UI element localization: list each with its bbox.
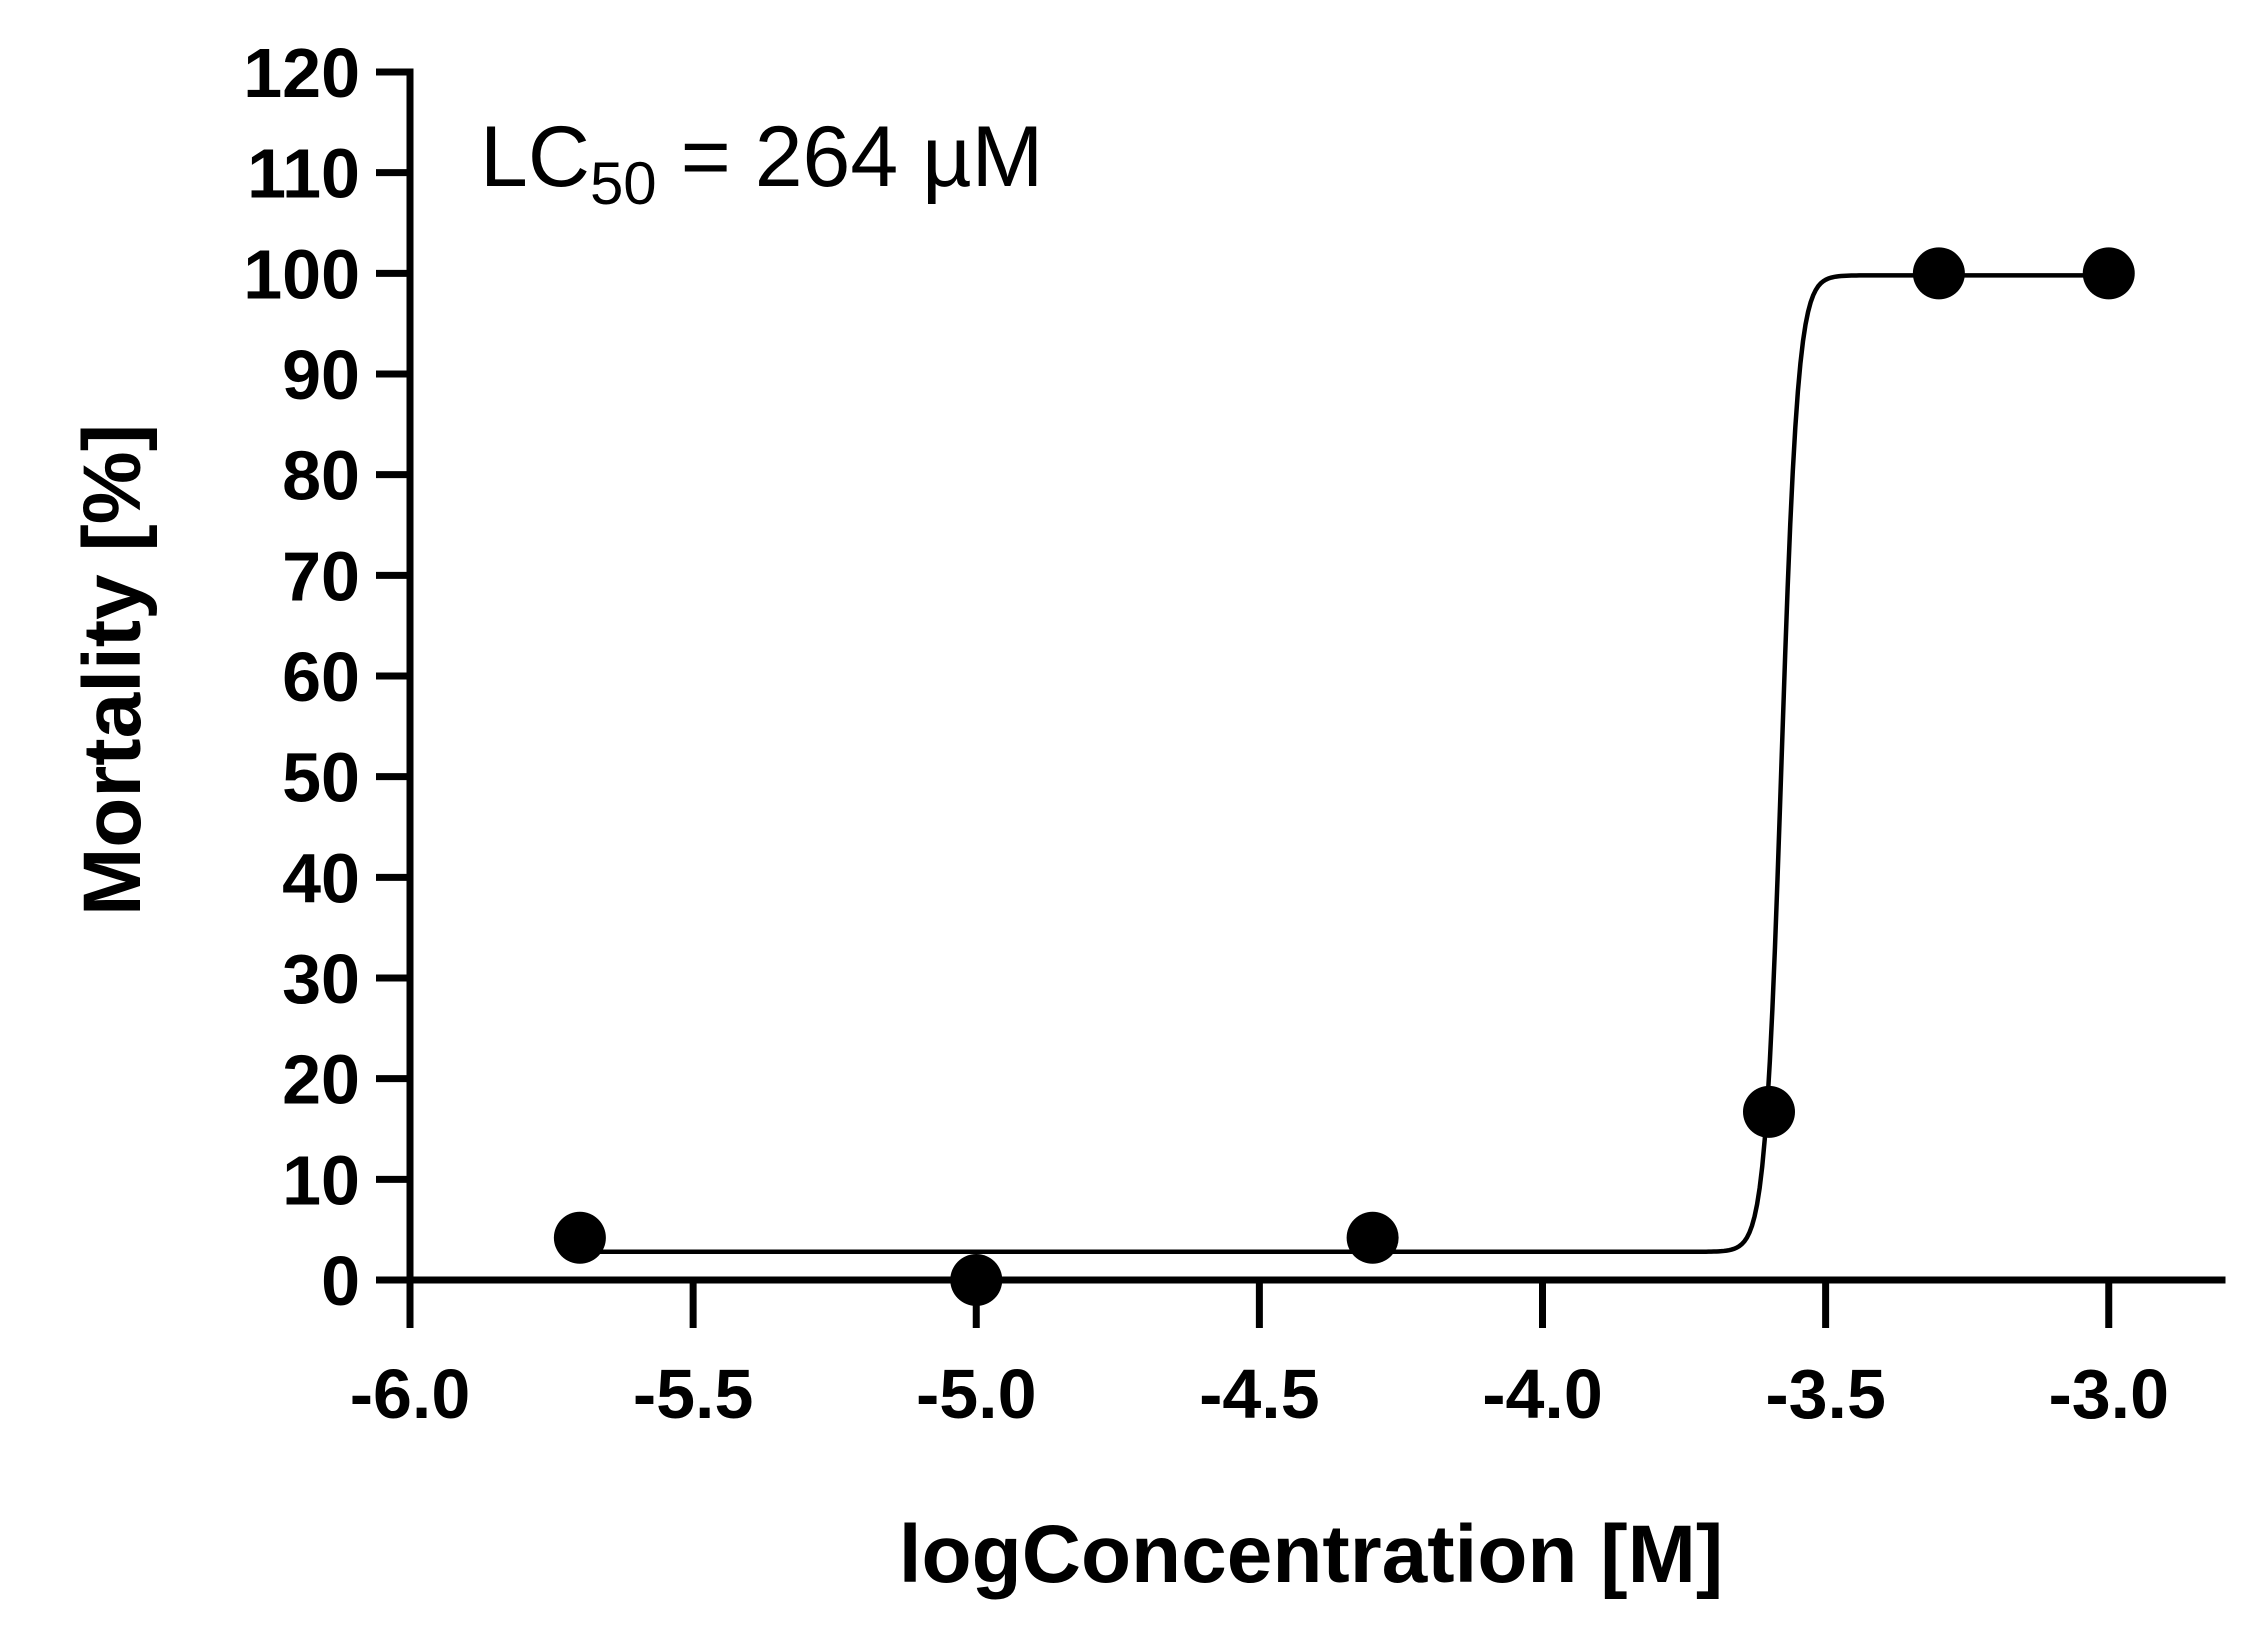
y-tick-label: 20: [282, 1041, 360, 1119]
fit-curve-layer: [579, 273, 2109, 1255]
x-tick-label: -3.0: [2048, 1355, 2169, 1433]
data-point: [1346, 1211, 1399, 1264]
fit-curve: [579, 273, 2109, 1255]
y-tick-label: 120: [243, 34, 360, 112]
x-tick-label: -4.0: [1482, 1355, 1603, 1433]
labels-layer: LC50 = 264 µM logConcentration [M] Morta…: [67, 109, 1723, 1600]
axes: 0 10 20 30 40 50 60 70 80 90 100 110 120 -6.0 -5.5 -5.0…: [243, 34, 2226, 1433]
lc50-annotation: LC50 = 264 µM: [480, 109, 1043, 217]
y-tick-label: 70: [282, 537, 360, 615]
y-tick-label: 10: [282, 1141, 360, 1219]
data-point: [2082, 247, 2135, 300]
lc50-prefix: LC: [480, 109, 590, 205]
data-point: [950, 1254, 1003, 1306]
x-tick-label: -3.5: [1765, 1355, 1886, 1433]
data-point: [1912, 247, 1965, 300]
y-tick-label: 110: [247, 135, 360, 213]
y-tick-label: 40: [282, 839, 360, 917]
y-tick-label: 50: [282, 739, 360, 817]
y-tick-label: 60: [282, 638, 360, 716]
data-points-layer: [553, 247, 2135, 1306]
data-point: [553, 1211, 606, 1264]
y-tick-label: 0: [321, 1242, 360, 1320]
x-tick-label: -6.0: [350, 1355, 471, 1433]
data-point: [1743, 1085, 1795, 1138]
y-axis-title: Mortality [%]: [67, 424, 158, 916]
y-tick-label: 90: [282, 336, 360, 414]
x-tick-label: -5.5: [633, 1355, 754, 1433]
lc50-value: = 264 µM: [657, 109, 1044, 205]
y-tick-label: 80: [282, 437, 360, 515]
y-tick-label: 30: [282, 940, 360, 1018]
lc50-subscript: 50: [590, 150, 657, 217]
x-tick-label: -4.5: [1199, 1355, 1320, 1433]
x-tick-label: -5.0: [916, 1355, 1037, 1433]
x-axis-title: logConcentration [M]: [899, 1509, 1723, 1600]
y-tick-label: 100: [243, 235, 360, 313]
